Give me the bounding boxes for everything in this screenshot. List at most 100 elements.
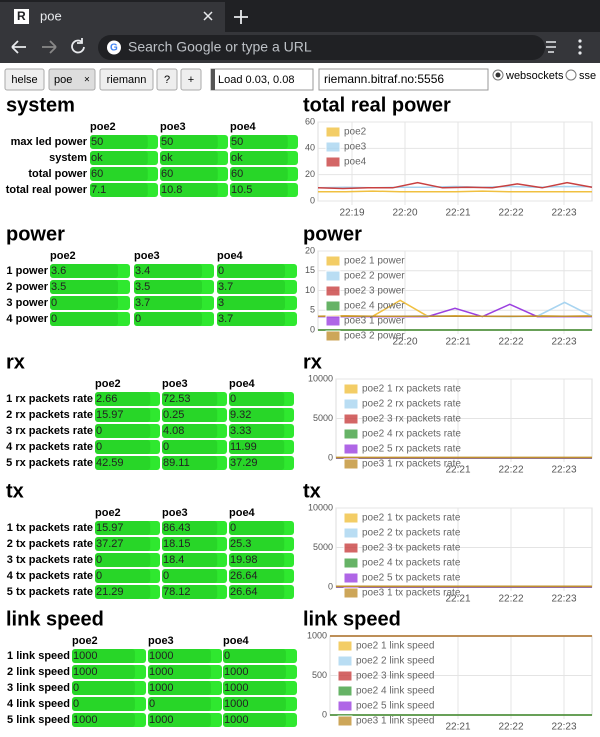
legend-label: poe2 5 tx packets rate [362,573,461,584]
google-icon [107,40,121,55]
tab-close[interactable] [203,11,213,21]
cell-value: 0 [230,393,236,405]
radio[interactable] [565,69,577,81]
metric-fill [72,665,135,679]
omnibox[interactable] [98,35,545,60]
y-tick-label: 0 [310,324,315,334]
tab-button[interactable] [156,68,178,91]
x-tick-label: 22:21 [445,722,470,733]
cell-value: 1000 [224,666,248,678]
cell-value: 3.7 [218,313,233,325]
cell-value: 3.7 [135,297,150,309]
cell-value: 21.29 [96,586,124,598]
legend-swatch [337,700,353,712]
metric-fill [90,135,148,149]
metric-fill [217,280,285,294]
cell-value: 42.59 [96,457,124,469]
incognito-icon[interactable] [546,41,556,53]
y-tick-label: 5 [310,305,315,315]
legend-swatch [325,285,341,297]
metric-fill [229,424,285,438]
tab-button[interactable] [4,68,45,91]
row-label: 5 link speed [7,714,70,726]
metric-fill [162,456,218,470]
metric-fill [72,681,135,695]
row-label: 5 tx packets rate [7,586,93,598]
chart-title: link speed [303,608,401,630]
legend-label: poe2 3 link speed [356,671,434,682]
metric-fill [160,183,218,197]
legend-label: poe3 1 rx packets rate [362,459,461,470]
cell-value: 15.97 [96,409,124,421]
tab-button[interactable] [99,68,154,91]
x-tick-label: 22:19 [339,208,364,219]
column-header: poe3 [134,250,160,262]
legend-label: poe2 1 rx packets rate [362,384,461,395]
cell-value: 72.53 [163,393,191,405]
legend-swatch [343,557,359,569]
series-line [318,190,593,193]
row-label: 5 rx packets rate [6,457,93,469]
cell-value: 11.99 [230,441,257,453]
google-g: G [110,43,118,54]
x-tick-label: 22:21 [445,594,470,605]
metric-fill [229,456,285,470]
cell-value: 15.97 [96,522,124,534]
reload[interactable] [71,38,85,54]
metric-fill [90,183,148,197]
forward[interactable] [42,40,57,54]
host-input[interactable] [318,68,489,91]
legend-label: poe3 1 power [344,316,405,327]
column-header: poe3 [162,378,188,390]
row-label: system [49,152,87,164]
cell-value: 0 [149,698,155,710]
metric-fill [230,167,288,181]
y-tick-label: 1000 [307,630,327,640]
column-header: poe3 [162,507,188,519]
cell-value: 0 [73,682,79,694]
row-label: max led power [11,136,88,148]
cell-value: 10.8 [161,184,182,196]
tab-button[interactable] [48,68,96,91]
menu-dot [578,51,582,55]
x-tick-label: 22:22 [498,722,523,733]
active-tab[interactable] [0,2,225,32]
cell-value: 0 [163,441,169,453]
cell-value: 4.08 [163,425,184,437]
tab-title: poe [40,8,62,23]
metric-fill [148,649,211,663]
y-tick-label: 10 [305,285,315,295]
legend-label: poe4 [344,157,367,168]
metric-fill [134,264,202,278]
section-title: link speed [6,608,104,630]
legend-swatch [325,330,341,342]
metric-fill [217,296,285,310]
new-tab[interactable] [234,10,248,24]
column-header: poe2 [72,635,98,647]
chart-title: power [303,223,362,245]
metric-fill [160,135,218,149]
chart-title: tx [303,480,321,502]
x-tick-label: 22:21 [445,337,470,348]
legend-label: poe2 3 rx packets rate [362,414,461,425]
back[interactable] [11,40,26,54]
cell-value: 1000 [149,682,173,694]
cell-value: 26.64 [230,586,258,598]
legend-swatch [343,398,359,410]
metric-fill [134,312,202,326]
cell-value: 78.12 [163,586,191,598]
metric-fill [72,713,135,727]
tab-button[interactable] [180,68,202,91]
legend-swatch [337,715,353,727]
menu[interactable] [578,39,582,43]
cell-value: 18.4 [163,554,184,566]
legend-label: poe2 [344,127,367,138]
cell-value: 3 [218,297,224,309]
cell-value: 0 [73,698,79,710]
metric-fill [230,151,288,165]
cell-value: 1000 [224,698,248,710]
x-tick-label: 22:22 [498,337,523,348]
x-tick-label: 22:21 [445,208,470,219]
favicon-letter: R [17,9,26,23]
